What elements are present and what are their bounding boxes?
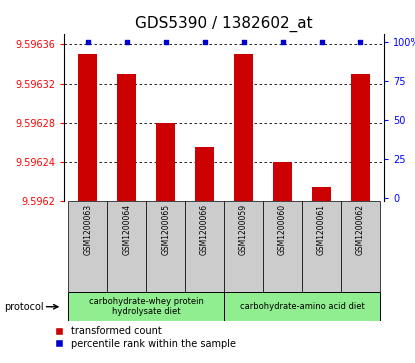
Text: GSM1200059: GSM1200059 [239, 204, 248, 255]
Text: GSM1200064: GSM1200064 [122, 204, 131, 255]
Point [357, 39, 364, 45]
Legend: transformed count, percentile rank within the sample: transformed count, percentile rank withi… [55, 326, 236, 349]
Point [240, 39, 247, 45]
Bar [234, 54, 253, 201]
Bar [68, 292, 224, 321]
Point [123, 39, 130, 45]
Bar [117, 74, 137, 201]
Point [84, 39, 91, 45]
Bar [312, 187, 331, 201]
Bar [107, 201, 146, 292]
Bar [263, 201, 302, 292]
Text: GSM1200066: GSM1200066 [200, 204, 209, 255]
Bar [68, 201, 107, 292]
Bar [78, 54, 98, 201]
Bar [156, 123, 176, 201]
Point [162, 39, 169, 45]
Bar [224, 292, 380, 321]
Bar [195, 147, 215, 201]
Text: GSM1200060: GSM1200060 [278, 204, 287, 255]
Bar [224, 201, 263, 292]
Text: carbohydrate-amino acid diet: carbohydrate-amino acid diet [240, 302, 364, 311]
Bar [185, 201, 224, 292]
Bar [273, 162, 292, 201]
Text: GSM1200063: GSM1200063 [83, 204, 92, 255]
Text: carbohydrate-whey protein
hydrolysate diet: carbohydrate-whey protein hydrolysate di… [89, 297, 204, 317]
Point [201, 39, 208, 45]
Bar [341, 201, 380, 292]
Bar [302, 201, 341, 292]
Text: GSM1200065: GSM1200065 [161, 204, 170, 255]
Point [318, 39, 325, 45]
Point [279, 39, 286, 45]
Text: GSM1200062: GSM1200062 [356, 204, 365, 255]
Bar [351, 74, 370, 201]
Bar [146, 201, 185, 292]
Text: protocol: protocol [4, 302, 44, 312]
Text: GSM1200061: GSM1200061 [317, 204, 326, 255]
Title: GDS5390 / 1382602_at: GDS5390 / 1382602_at [135, 16, 313, 32]
